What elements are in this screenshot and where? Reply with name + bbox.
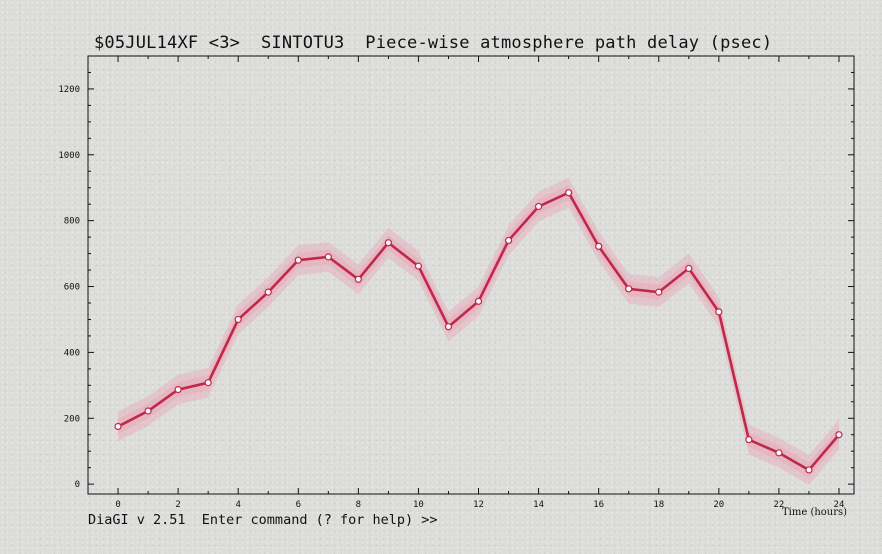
x-tick-label: 8 xyxy=(356,500,361,510)
x-tick-label: 6 xyxy=(296,500,301,510)
x-tick-labels: 0 2 4 6 8 10 12 14 16 18 20 22 24 xyxy=(115,500,844,510)
y-tick-label: 600 xyxy=(64,283,80,293)
data-point xyxy=(655,288,663,296)
data-point xyxy=(534,202,543,211)
x-tick-label: 0 xyxy=(115,500,120,510)
data-point xyxy=(144,407,152,415)
data-point xyxy=(414,262,423,270)
y-tick-labels: 0 200 400 600 800 1000 1200 xyxy=(58,85,80,490)
x-tick-label: 12 xyxy=(473,500,484,510)
data-point xyxy=(685,264,693,273)
axis-ticks xyxy=(88,56,854,494)
x-tick-label: 24 xyxy=(834,500,845,510)
x-tick-label: 16 xyxy=(593,500,604,510)
data-point xyxy=(174,386,182,394)
data-point xyxy=(444,323,453,331)
data-point xyxy=(745,436,753,444)
command-prompt[interactable]: DiaGI v 2.51 Enter command (? for help) … xyxy=(88,512,438,528)
x-tick-label: 2 xyxy=(175,500,180,510)
data-point xyxy=(384,239,392,247)
data-point xyxy=(234,315,242,324)
y-tick-label: 200 xyxy=(64,414,80,424)
x-tick-label: 18 xyxy=(653,500,664,510)
plot-frame xyxy=(87,55,855,495)
data-point xyxy=(504,236,513,245)
x-tick-label: 10 xyxy=(413,500,424,510)
data-point xyxy=(625,285,633,293)
data-point xyxy=(595,242,603,250)
data-point xyxy=(204,379,212,387)
data-point xyxy=(354,275,362,283)
error-band-outer xyxy=(118,177,839,485)
data-point xyxy=(294,256,302,264)
x-tick-label: 20 xyxy=(713,500,724,510)
data-point xyxy=(324,253,332,261)
y-tick-label: 800 xyxy=(64,217,80,227)
data-point xyxy=(474,297,483,305)
x-axis-label: Time (hours) xyxy=(782,507,847,518)
data-point xyxy=(715,308,723,316)
y-tick-label: 400 xyxy=(64,348,80,358)
data-markers xyxy=(114,189,843,474)
x-tick-label: 14 xyxy=(533,500,544,510)
y-tick-label: 0 xyxy=(75,480,80,490)
y-tick-label: 1200 xyxy=(58,85,80,95)
x-tick-label: 4 xyxy=(235,500,240,510)
data-point xyxy=(114,422,122,431)
x-tick-label: 22 xyxy=(773,500,784,510)
data-point xyxy=(264,288,272,296)
plot-title: $05JUL14XF <3> SINTOTU3 Piece-wise atmos… xyxy=(94,33,773,53)
y-tick-label: 1000 xyxy=(58,151,80,161)
data-point xyxy=(835,431,843,439)
data-point xyxy=(805,466,813,474)
data-point xyxy=(775,449,783,457)
error-band xyxy=(118,177,839,485)
data-point xyxy=(565,189,573,197)
